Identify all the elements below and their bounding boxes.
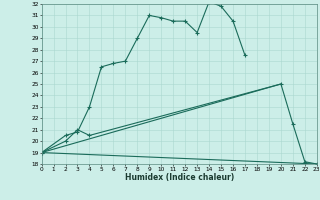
- X-axis label: Humidex (Indice chaleur): Humidex (Indice chaleur): [124, 173, 234, 182]
